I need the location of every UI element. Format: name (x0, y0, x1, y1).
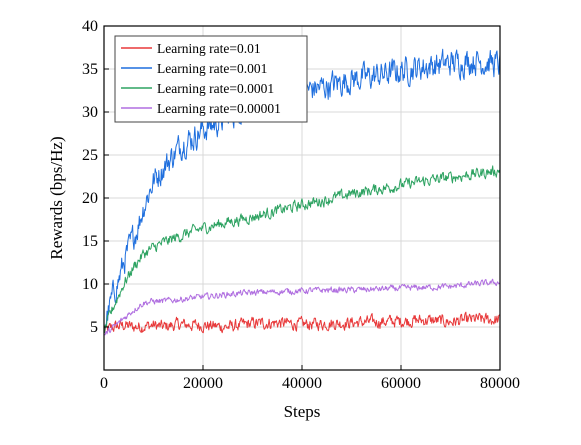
legend-label-4: Learning rate=0.00001 (157, 101, 281, 116)
y-tick-label: 30 (82, 104, 98, 121)
axis-ticks: 0 20000 40000 60000 80000 5 10 15 20 25 30 35 40 (82, 18, 520, 392)
y-axis-label: Rewards (bps/Hz) (47, 136, 66, 259)
x-tick-label: 60000 (381, 375, 421, 392)
legend-label-1: Learning rate=0.01 (157, 41, 261, 56)
y-tick-label: 35 (82, 61, 98, 78)
y-tick-label: 20 (82, 190, 98, 207)
y-tick-label: 25 (82, 147, 98, 164)
series-line-4 (103, 278, 501, 336)
x-axis-label: Steps (284, 402, 321, 421)
legend-label-2: Learning rate=0.001 (157, 61, 267, 76)
x-tick-label: 0 (100, 375, 108, 392)
x-tick-label: 40000 (282, 375, 322, 392)
x-tick-label: 80000 (480, 375, 520, 392)
y-tick-label: 40 (82, 18, 98, 35)
y-tick-label: 5 (90, 319, 98, 336)
legend-label-3: Learning rate=0.0001 (157, 81, 274, 96)
y-tick-label: 10 (82, 276, 98, 293)
series-line-1 (103, 311, 501, 334)
y-tick-label: 15 (82, 233, 98, 250)
series-line-3 (103, 165, 501, 334)
x-tick-label: 20000 (183, 375, 223, 392)
plot-area (103, 48, 501, 336)
legend: Learning rate=0.01 Learning rate=0.001 Lea… (114, 35, 308, 123)
